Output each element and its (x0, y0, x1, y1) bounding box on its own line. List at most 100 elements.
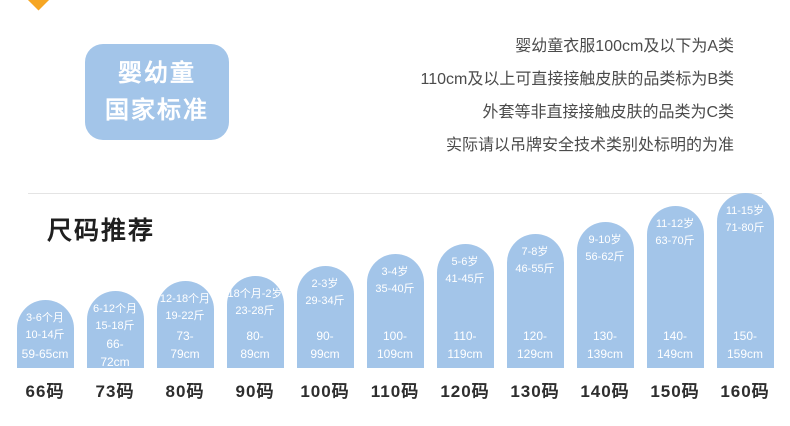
height-range-line: 139cm (586, 347, 624, 361)
size-column: 11-15岁 71-80斤 150- 159cm 160码 (716, 193, 774, 402)
arch-top-group: 11-12岁 63-70斤 (655, 216, 694, 250)
size-chart: 3-6个月 10-14斤 59-65cm 66码 6-12个月 15-18斤 6… (0, 193, 790, 402)
arch-top-group: 5-6岁 41-45斤 (445, 254, 484, 288)
size-arch: 9-10岁 56-62斤 130- 139cm (576, 222, 634, 368)
arch-top-group: 18个月-2岁 23-28斤 (227, 286, 282, 320)
size-code-label: 130码 (510, 382, 560, 401)
size-column: 3-6个月 10-14斤 59-65cm 66码 (16, 300, 74, 402)
badge-line2: 国家标准 (105, 97, 209, 124)
weight-range: 46-55斤 (515, 263, 555, 275)
size-arch: 3-6个月 10-14斤 59-65cm (16, 300, 74, 368)
size-arch: 5-6岁 41-45斤 110- 119cm (436, 244, 494, 368)
arch-top-group: 12-18个月 19-22斤 (160, 291, 210, 325)
arch-top-group: 7-8岁 46-55斤 (515, 244, 554, 278)
age-range: 3-4岁 (381, 266, 409, 278)
age-range: 12-18个月 (159, 293, 211, 305)
height-range: 100- 109cm (377, 327, 413, 363)
note-line: 实际请以吊牌安全技术类别处标明的为准 (445, 137, 734, 154)
height-range-line: 159cm (726, 347, 764, 361)
note-line: 110cm及以上可直接接触皮肤的品类标为B类 (420, 71, 734, 88)
age-range: 18个月-2岁 (227, 288, 283, 300)
size-arch: 3-4岁 35-40斤 100- 109cm (366, 254, 424, 368)
weight-range: 19-22斤 (165, 310, 205, 322)
size-code-label: 90码 (235, 382, 275, 401)
note-line: 外套等非直接接触皮肤的品类为C类 (482, 104, 734, 121)
height-range-line: 110- (453, 329, 477, 343)
size-code-label: 66码 (25, 382, 65, 401)
height-range-line: 59-65cm (21, 347, 69, 361)
size-column: 3-4岁 35-40斤 100- 109cm 110码 (366, 254, 424, 402)
height-range: 80- 89cm (240, 327, 269, 363)
header-section: 婴幼童 国家标准 婴幼童衣服100cm及以下为A类 110cm及以上可直接接触皮肤… (0, 0, 790, 162)
weight-range: 63-70斤 (655, 235, 695, 247)
height-range-line: 109cm (376, 347, 414, 361)
arch-top-group: 6-12个月 15-18斤 (93, 301, 137, 335)
size-arch: 11-12岁 63-70斤 140- 149cm (646, 206, 704, 368)
age-range: 6-12个月 (92, 303, 138, 315)
size-arch: 12-18个月 19-22斤 73- 79cm (156, 281, 214, 368)
age-range: 5-6岁 (451, 256, 479, 268)
age-range: 3-6个月 (26, 312, 64, 324)
height-range: 59-65cm (22, 345, 69, 363)
size-column: 12-18个月 19-22斤 73- 79cm 80码 (156, 281, 214, 402)
weight-range: 15-18斤 (95, 320, 135, 332)
height-range: 110- 119cm (447, 327, 482, 363)
national-standard-badge: 婴幼童 国家标准 (85, 44, 229, 140)
size-code-label: 80码 (165, 382, 205, 401)
size-code-label: 73码 (95, 382, 135, 401)
height-range-line: 89cm (240, 347, 270, 361)
size-column: 6-12个月 15-18斤 66- 72cm 73码 (86, 291, 144, 402)
size-arch: 2-3岁 29-34斤 90- 99cm (296, 266, 354, 368)
arch-top-group: 9-10岁 56-62斤 (585, 232, 624, 266)
weight-range: 35-40斤 (375, 283, 415, 295)
height-range-line: 72cm (100, 355, 130, 369)
size-code-label: 110码 (370, 382, 420, 401)
size-column: 5-6岁 41-45斤 110- 119cm 120码 (436, 244, 494, 402)
size-arch: 18个月-2岁 23-28斤 80- 89cm (226, 276, 284, 368)
size-code-label: 140码 (580, 382, 630, 401)
age-range: 7-8岁 (521, 246, 549, 258)
size-arch: 11-15岁 71-80斤 150- 159cm (716, 193, 774, 368)
size-column: 7-8岁 46-55斤 120- 129cm 130码 (506, 234, 564, 402)
height-range-line: 119cm (447, 347, 483, 361)
size-column: 11-12岁 63-70斤 140- 149cm 150码 (646, 206, 704, 402)
height-range-line: 73- (176, 329, 194, 343)
height-range-line: 90- (316, 329, 334, 343)
height-range-line: 149cm (656, 347, 694, 361)
divider-line (28, 193, 762, 194)
size-column: 9-10岁 56-62斤 130- 139cm 140码 (576, 222, 634, 402)
weight-range: 29-34斤 (305, 295, 345, 307)
arch-top-group: 11-15岁 71-80斤 (725, 203, 764, 237)
height-range: 90- 99cm (310, 327, 339, 363)
size-code-label: 160码 (720, 382, 770, 401)
badge-line1: 婴幼童 (118, 60, 196, 87)
weight-range: 56-62斤 (585, 251, 625, 263)
note-line: 婴幼童衣服100cm及以下为A类 (515, 38, 734, 55)
height-range-line: 99cm (310, 347, 340, 361)
height-range: 150- 159cm (727, 327, 763, 363)
height-range: 130- 139cm (587, 327, 623, 363)
weight-range: 71-80斤 (725, 222, 765, 234)
height-range: 140- 149cm (657, 327, 693, 363)
size-code-label: 100码 (300, 382, 350, 401)
height-range-line: 120- (522, 329, 548, 343)
height-range: 120- 129cm (517, 327, 553, 363)
age-range: 9-10岁 (588, 234, 622, 246)
weight-range: 23-28斤 (235, 305, 275, 317)
age-range: 11-12岁 (655, 218, 695, 230)
height-range-line: 66- (106, 337, 124, 351)
height-range-line: 130- (592, 329, 618, 343)
size-column: 2-3岁 29-34斤 90- 99cm 100码 (296, 266, 354, 402)
arch-top-group: 2-3岁 29-34斤 (305, 276, 344, 310)
standard-notes: 婴幼童衣服100cm及以下为A类 110cm及以上可直接接触皮肤的品类标为B类外套… (420, 26, 734, 162)
height-range: 66- 72cm (100, 335, 129, 371)
weight-range: 41-45斤 (445, 273, 485, 285)
weight-range: 10-14斤 (25, 329, 65, 341)
height-range: 73- 79cm (170, 327, 199, 363)
size-arch: 7-8岁 46-55斤 120- 129cm (506, 234, 564, 368)
section-title: 尺码推荐 (47, 217, 156, 245)
size-arch: 6-12个月 15-18斤 66- 72cm (86, 291, 144, 371)
height-range-line: 100- (382, 329, 408, 343)
age-range: 11-15岁 (725, 205, 765, 217)
arch-top-group: 3-6个月 10-14斤 (25, 310, 64, 344)
